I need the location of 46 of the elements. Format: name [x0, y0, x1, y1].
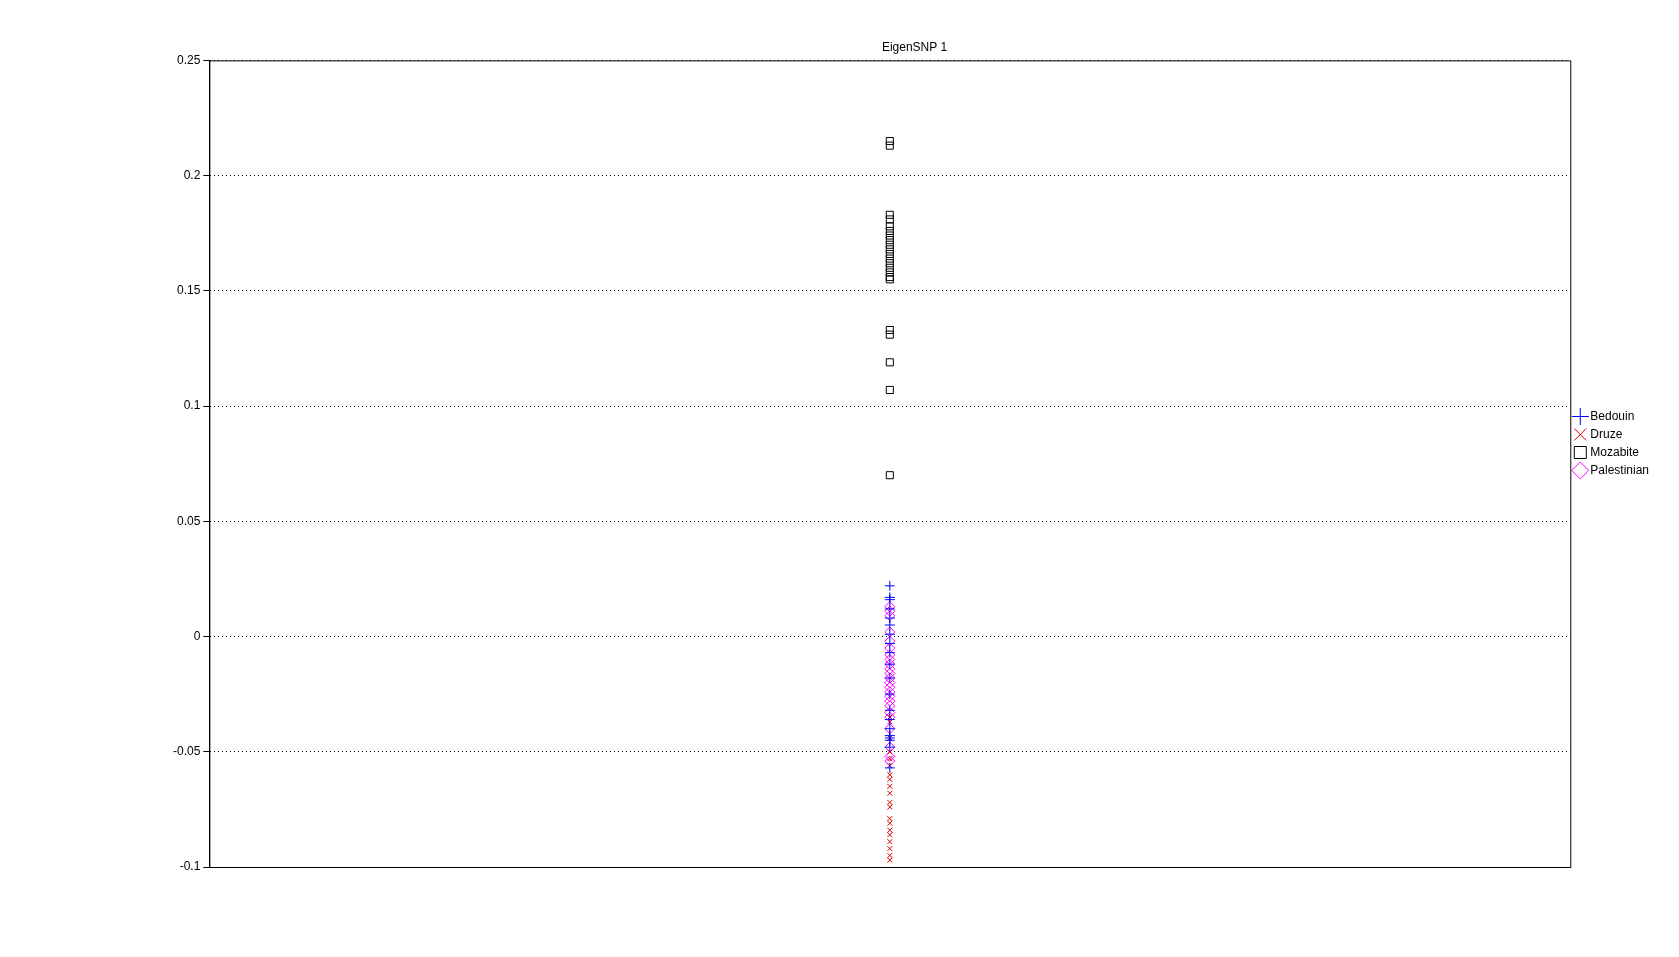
point: [885, 259, 894, 268]
legend-label: Mozabite: [1590, 444, 1640, 459]
point: [884, 755, 896, 767]
point: [885, 222, 894, 231]
point: [885, 215, 894, 224]
point: [885, 272, 894, 282]
point: [885, 249, 894, 259]
point: [885, 245, 894, 254]
point: [885, 471, 894, 480]
y-tick-label: -0.1: [179, 859, 201, 874]
y-tick-label: 0.05: [176, 513, 201, 528]
point: [884, 667, 896, 679]
point: [885, 385, 894, 394]
legend-label: Druze: [1590, 426, 1623, 441]
point: [885, 210, 894, 219]
point: [885, 254, 894, 263]
point: [885, 358, 894, 367]
point: [884, 700, 896, 712]
point: [884, 619, 896, 631]
point: [885, 326, 894, 335]
point: [885, 231, 894, 240]
point: [884, 663, 896, 675]
y-tick-label: 0.2: [183, 167, 201, 182]
point: [885, 275, 894, 284]
y-tick-label: 0.15: [176, 283, 201, 298]
y-tick-label: 0.1: [183, 398, 201, 413]
point: [884, 762, 896, 774]
point: [884, 677, 896, 689]
legend-label: Palestinian: [1590, 462, 1650, 477]
point: [885, 226, 894, 235]
point: [885, 240, 894, 249]
y-tick-label: 0.25: [176, 52, 201, 67]
point: [885, 141, 894, 150]
point: [885, 330, 894, 339]
legend-label: Bedouin: [1590, 408, 1635, 423]
chart-title: EigenSNP 1: [881, 39, 948, 54]
point: [884, 654, 896, 666]
point: [885, 263, 894, 272]
point: [885, 236, 894, 245]
point: [884, 681, 896, 693]
y-tick-label: 0: [193, 628, 201, 643]
point: [884, 580, 896, 592]
y-tick-label: -0.05: [172, 744, 201, 759]
point: [885, 268, 894, 277]
point: [885, 137, 894, 146]
point: [884, 695, 896, 707]
